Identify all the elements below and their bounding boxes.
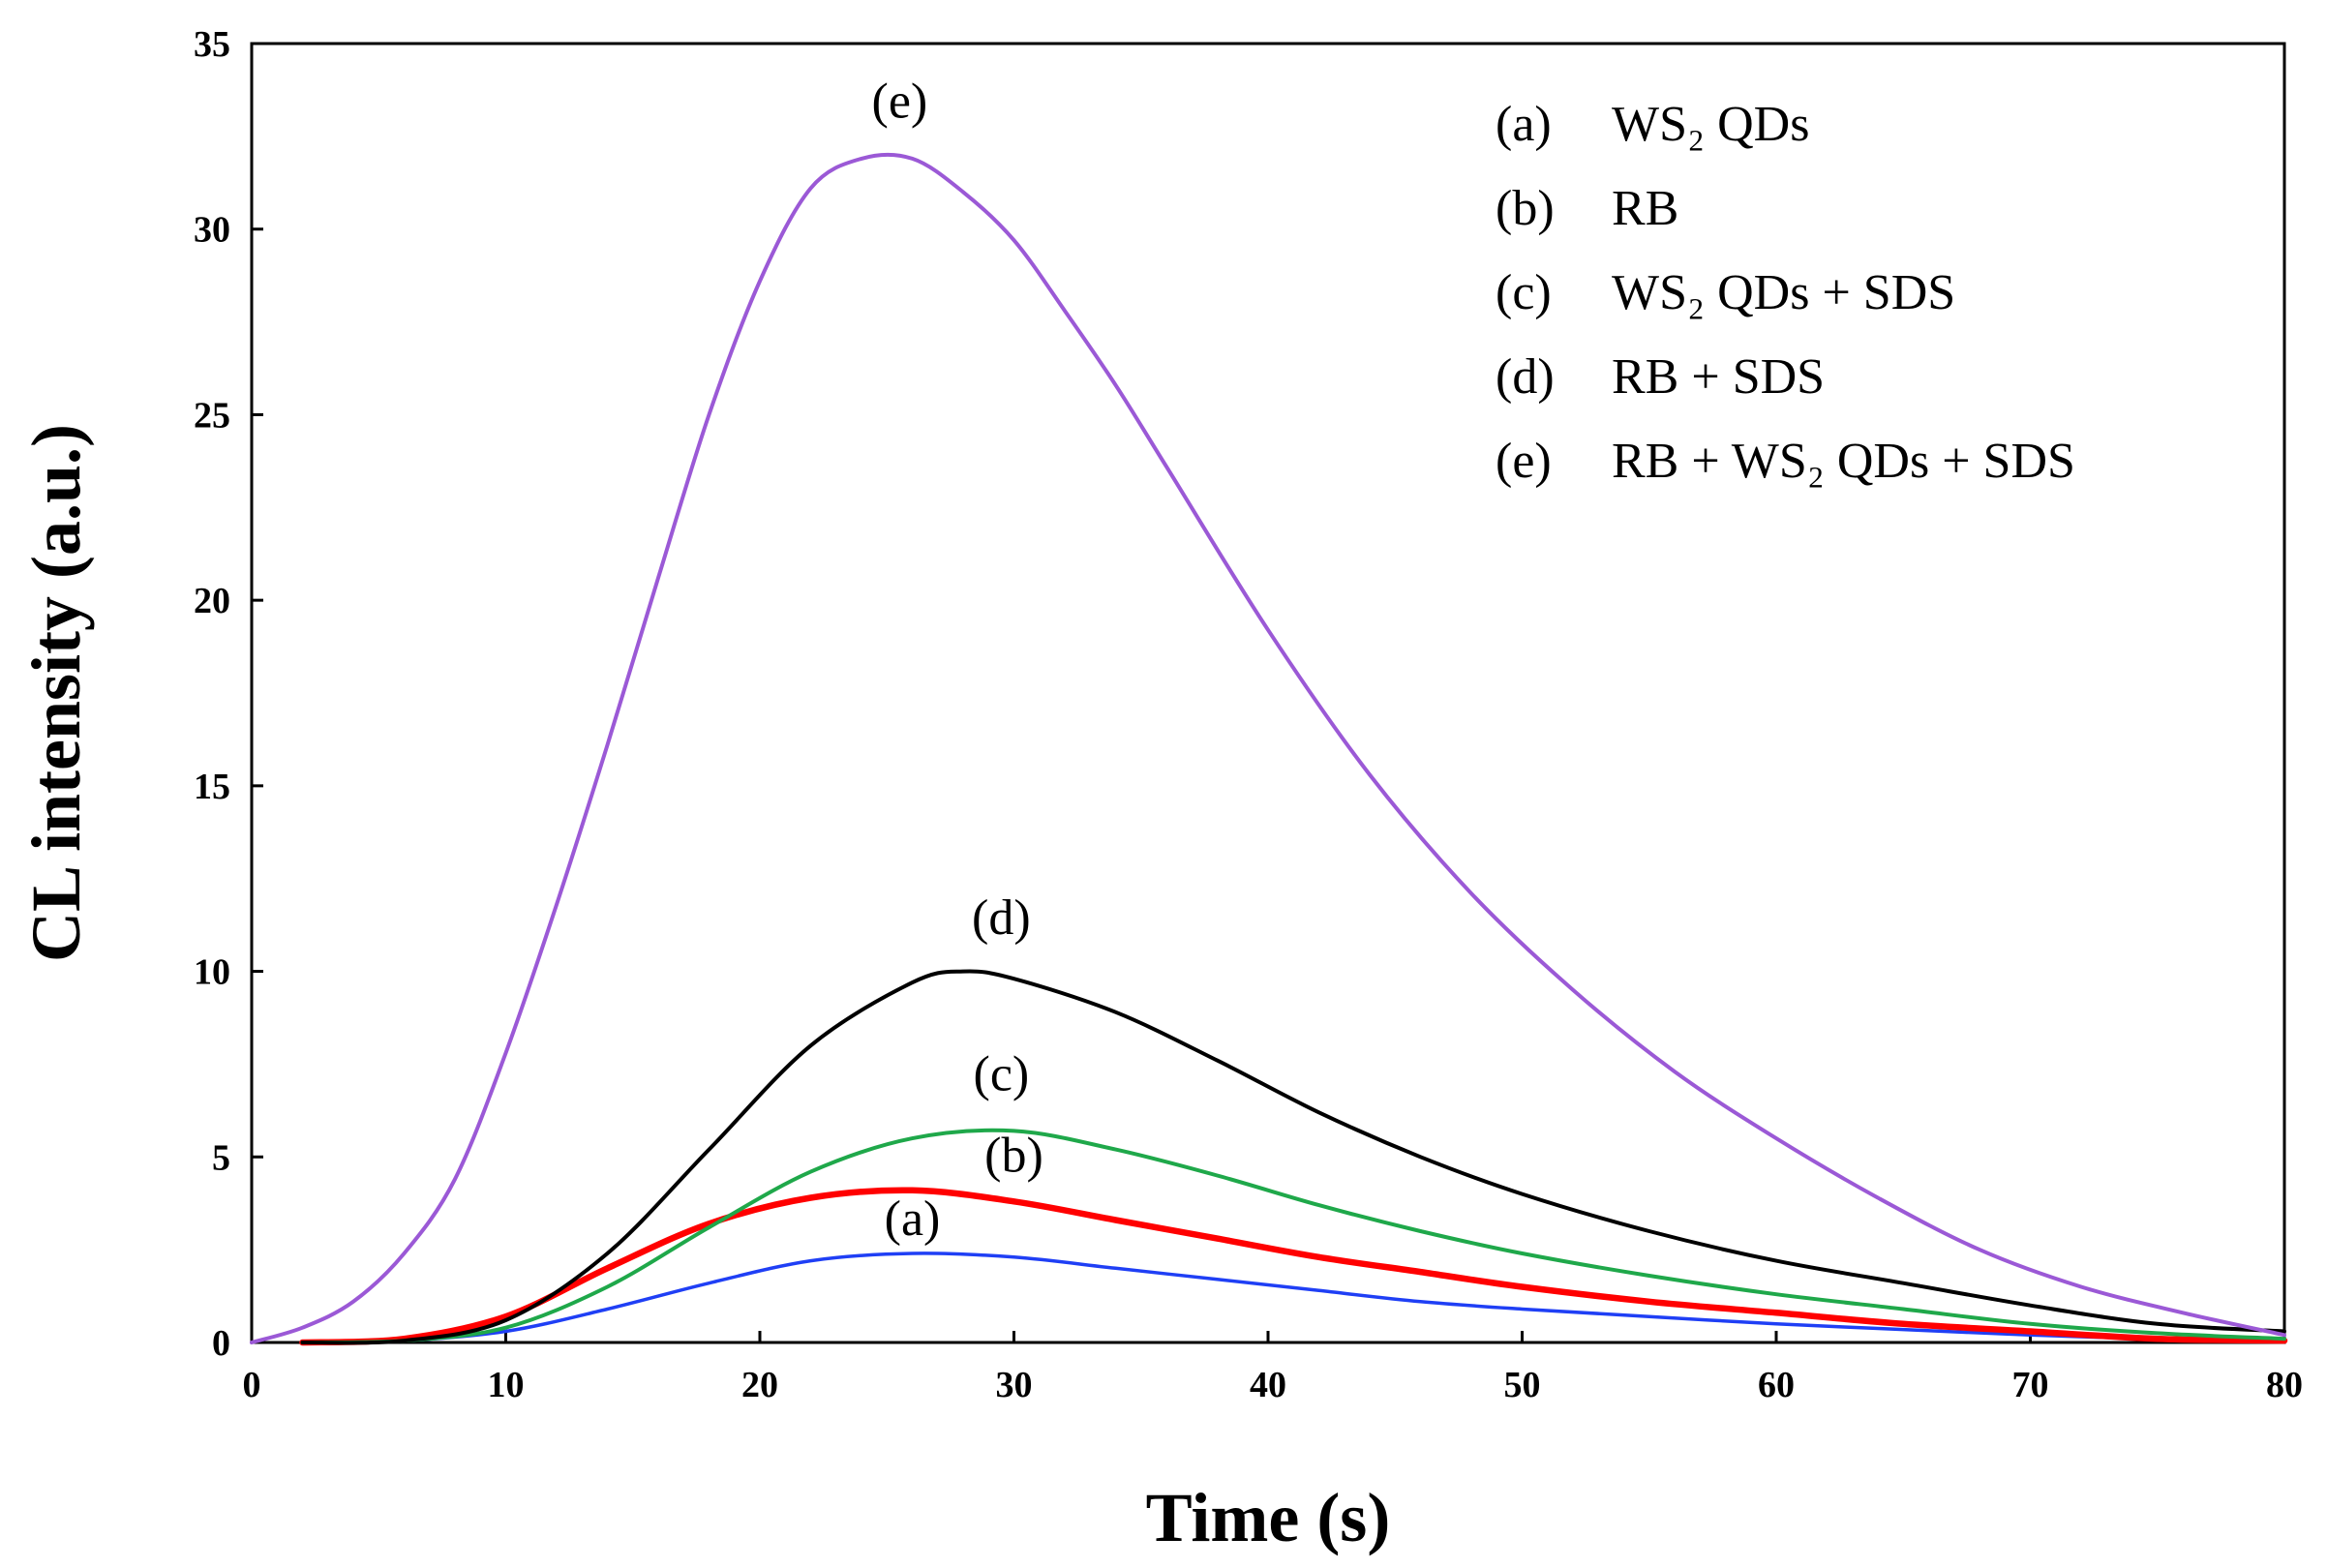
x-tick-label: 60	[1758, 1365, 1795, 1405]
legend-label: WS₂ QDs	[1612, 97, 1809, 152]
x-tick-label: 50	[1504, 1365, 1541, 1405]
y-tick-label: 15	[194, 767, 230, 807]
series-annotation-e: (e)	[872, 75, 928, 130]
series-annotation-b: (b)	[984, 1129, 1043, 1184]
y-axis-title: CL intensity (a.u.)	[17, 424, 95, 962]
series-line-b	[299, 1187, 2288, 1346]
y-tick-label: 25	[194, 395, 230, 436]
series-line-d	[300, 969, 2286, 1345]
legend-tag: (c)	[1496, 265, 1552, 320]
series-line-a	[300, 1251, 2286, 1344]
series-line-e	[250, 152, 2286, 1344]
x-tick-label: 30	[996, 1365, 1033, 1405]
legend-tag: (a)	[1496, 97, 1552, 152]
legend-label: RB + SDS	[1612, 349, 1825, 405]
legend-tag: (b)	[1496, 181, 1555, 236]
series-line-c	[300, 1128, 2286, 1344]
x-axis-title: Time (s)	[1146, 1479, 1391, 1556]
x-tick-label: 20	[741, 1365, 778, 1405]
y-tick-label: 10	[194, 952, 230, 993]
x-tick-label: 0	[243, 1365, 261, 1405]
legend-label: RB + WS₂ QDs + SDS	[1612, 434, 2075, 489]
legend-label: RB	[1612, 181, 1678, 236]
legend: (a) WS₂ QDs (b) RB (c) WS₂ QDs + SDS (d) RB + S…	[1496, 97, 2075, 489]
y-tick-label: 30	[194, 210, 230, 251]
y-tick-label: 0	[212, 1323, 230, 1364]
y-tick-label: 35	[194, 24, 230, 65]
legend-tag: (e)	[1496, 434, 1552, 489]
legend-label: WS₂ QDs + SDS	[1612, 265, 1955, 320]
x-tick-label: 80	[2266, 1365, 2303, 1405]
x-tick-label: 10	[488, 1365, 525, 1405]
y-tick-label: 20	[194, 581, 230, 621]
legend-tag: (d)	[1496, 349, 1555, 405]
y-tick-label: 5	[212, 1137, 230, 1178]
series-annotation-d: (d)	[972, 890, 1031, 946]
plot-frame	[250, 42, 2286, 1344]
series-annotation-a: (a)	[885, 1191, 941, 1247]
x-tick-label: 70	[2012, 1365, 2049, 1405]
x-tick-label: 40	[1250, 1365, 1286, 1405]
series-annotation-c: (c)	[974, 1046, 1030, 1101]
